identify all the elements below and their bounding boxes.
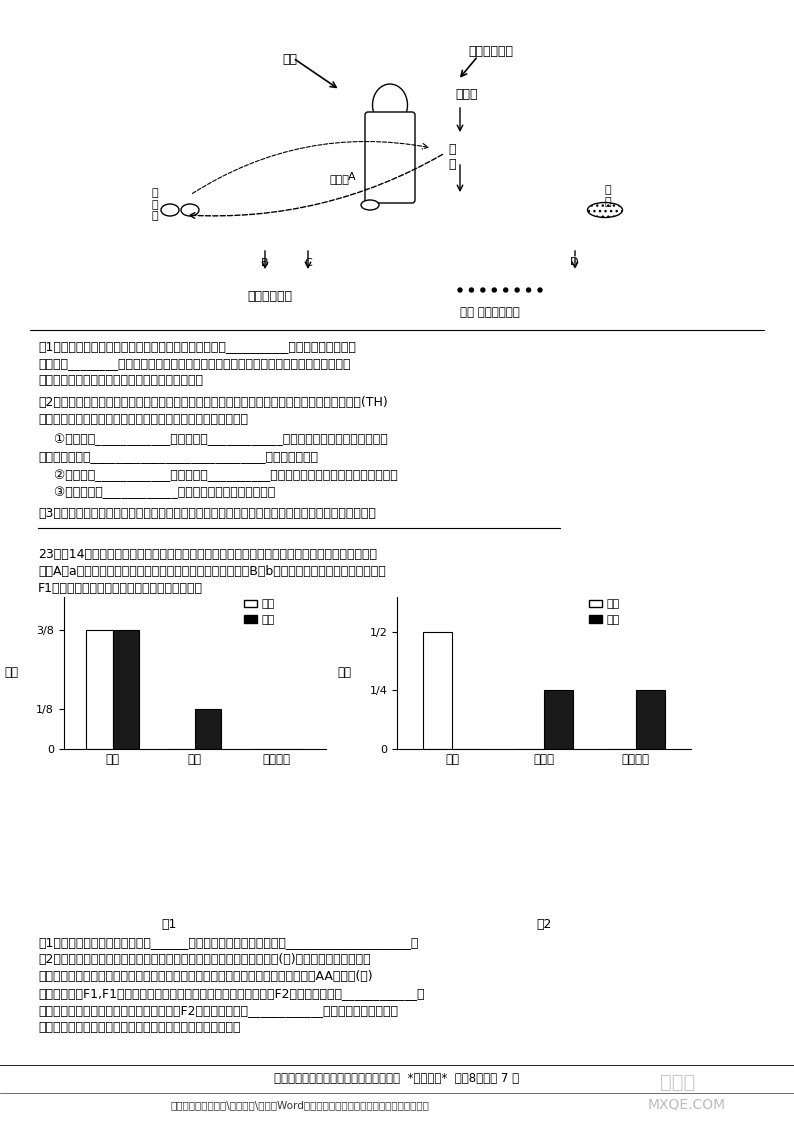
Ellipse shape bbox=[161, 204, 179, 216]
Text: 代谢活动增强: 代谢活动增强 bbox=[248, 290, 292, 303]
Legend: 雌性, 雄性: 雌性, 雄性 bbox=[239, 595, 279, 629]
Text: 促进激素________（填图中字母）的分泌，来促进新陈代谢来增加产热量，同时还可以通: 促进激素________（填图中字母）的分泌，来促进新陈代谢来增加产热量，同时还… bbox=[38, 357, 350, 369]
Text: （1）冬奥会运动员在刚进行冰上比赛时，机体通过位于__________中的体温调节中枢，: （1）冬奥会运动员在刚进行冰上比赛时，机体通过位于__________中的体温调… bbox=[38, 340, 356, 353]
Text: 全国各地最新模拟卷\名校试卷\无水印Word可编辑试卷等请关注微信公众号：高中借试卷: 全国各地最新模拟卷\名校试卷\无水印Word可编辑试卷等请关注微信公众号：高中借… bbox=[171, 1101, 430, 1110]
Text: 果蝇在产生配子的过程中发生了基因突变或染色体片段缺失。研究人员利用基因型为AA的果蝇(乙): 果蝇在产生配子的过程中发生了基因突变或染色体片段缺失。研究人员利用基因型为AA的… bbox=[38, 970, 372, 984]
Bar bbox=[195, 709, 221, 749]
Text: MXQE.COM: MXQE.COM bbox=[648, 1098, 727, 1112]
Ellipse shape bbox=[372, 84, 407, 126]
Circle shape bbox=[515, 287, 519, 292]
Bar bbox=[30, 30, 764, 350]
Text: 肾上腺: 肾上腺 bbox=[330, 175, 350, 185]
Text: B: B bbox=[261, 258, 268, 268]
Text: 寒冷: 寒冷 bbox=[283, 53, 298, 66]
Bar bbox=[87, 630, 113, 749]
Y-axis label: 比例: 比例 bbox=[337, 666, 352, 679]
Text: ③如果血液中____________，则说明病变部位为下丘脑。: ③如果血液中____________，则说明病变部位为下丘脑。 bbox=[38, 486, 276, 499]
Text: 血糖浓度降低: 血糖浓度降低 bbox=[468, 45, 513, 58]
Circle shape bbox=[469, 287, 473, 292]
Ellipse shape bbox=[361, 200, 379, 210]
Text: 甲
状
腺: 甲 状 腺 bbox=[152, 188, 158, 221]
Text: 图1: 图1 bbox=[161, 919, 177, 931]
Text: 下丘脑: 下丘脑 bbox=[455, 88, 477, 101]
Circle shape bbox=[503, 287, 507, 292]
Text: （1）控制灰身与黑身的基因位于______染色体上，判断的主要依据是____________________。: （1）控制灰身与黑身的基因位于______染色体上，判断的主要依据是______… bbox=[38, 937, 418, 949]
FancyBboxPatch shape bbox=[365, 112, 415, 203]
Bar bbox=[636, 691, 665, 749]
Text: 过皮肤毛细血管收缩和汗液分泌减少减少散热量。: 过皮肤毛细血管收缩和汗液分泌减少减少散热量。 bbox=[38, 374, 203, 387]
Text: 和甲杂交获得F1,F1自由交配，如果甲的出现是基因突变导致的，则F2表现型及比例为____________；: 和甲杂交获得F1,F1自由交配，如果甲的出现是基因突变导致的，则F2表现型及比例… bbox=[38, 987, 425, 1001]
Circle shape bbox=[492, 287, 496, 292]
Text: 23．（14分）黑腹果蝇是遗传学研究中常用的实验材料。蝇的灰身与黑身为一对相对性状（相关基: 23．（14分）黑腹果蝇是遗传学研究中常用的实验材料。蝇的灰身与黑身为一对相对性… bbox=[38, 548, 377, 562]
Circle shape bbox=[526, 287, 530, 292]
Text: ②如血液中____________含量偏高，__________含量偏低，则说明病变部位为甲状腺。: ②如血液中____________含量偏高，__________含量偏低，则说明… bbox=[38, 469, 398, 482]
Text: （2）实验发现纯合灰身果蝇与黑身果蝇杂交，后代中出现一只黑身果蝇(甲)，甲的出现可能是亲本: （2）实验发现纯合灰身果蝇与黑身果蝇杂交，后代中出现一只黑身果蝇(甲)，甲的出现… bbox=[38, 953, 371, 966]
Legend: 雌性, 雄性: 雌性, 雄性 bbox=[584, 595, 625, 629]
Text: 因用A、a表示），直毛与分叉毛为一对相对性状（相关基因用B和b表示）。现有两只亲代果蝇杂交，: 因用A、a表示），直毛与分叉毛为一对相对性状（相关基因用B和b表示）。现有两只亲… bbox=[38, 565, 386, 578]
Circle shape bbox=[538, 287, 542, 292]
Text: 体，可通过注射____________________________来验证该结论。: 体，可通过注射____________________________来验证该结… bbox=[38, 450, 318, 463]
Text: C: C bbox=[304, 258, 312, 268]
Ellipse shape bbox=[588, 202, 622, 218]
Circle shape bbox=[481, 287, 485, 292]
Text: 答案圈: 答案圈 bbox=[660, 1072, 696, 1092]
Text: ①如血液中____________含量偏高，____________含量偏低，则说明病变部位为垂: ①如血液中____________含量偏高，____________含量偏低，则… bbox=[38, 433, 387, 446]
Bar bbox=[422, 632, 452, 749]
Text: 胰
岛: 胰 岛 bbox=[605, 185, 611, 207]
Y-axis label: 比例: 比例 bbox=[4, 666, 18, 679]
Text: F1的表现型与比例如图所示。请回答下列问题：: F1的表现型与比例如图所示。请回答下列问题： bbox=[38, 582, 203, 595]
Text: D: D bbox=[570, 257, 579, 267]
Text: 染色体缺失相同片段时胚胎致死，各基因型配子活力相同）。: 染色体缺失相同片段时胚胎致死，各基因型配子活力相同）。 bbox=[38, 1021, 241, 1034]
Bar bbox=[113, 630, 139, 749]
Text: 垂
体: 垂 体 bbox=[448, 143, 456, 171]
Text: （2）现有一只小鼠表现出反应迟钝、嗜睡等症状。某同学推测可能是某部位病变导致甲状腺激素(TH): （2）现有一只小鼠表现出反应迟钝、嗜睡等症状。某同学推测可能是某部位病变导致甲状… bbox=[38, 396, 387, 409]
Ellipse shape bbox=[181, 204, 199, 216]
Text: 含量低。该同学通过测量血液中相关激素含量来判定病变部位。: 含量低。该同学通过测量血液中相关激素含量来判定病变部位。 bbox=[38, 413, 248, 426]
Text: 如果甲的出现是染色体片段缺失导致的，则F2表现型及比例为____________。（注：假定一对同源: 如果甲的出现是染色体片段缺失导致的，则F2表现型及比例为____________… bbox=[38, 1004, 398, 1017]
Text: 湖北省新高考联考体高三年级十一月考试  *生物试卷*  （共8页）第 7 页: 湖北省新高考联考体高三年级十一月考试 *生物试卷* （共8页）第 7 页 bbox=[275, 1072, 519, 1085]
Text: 血管 肝脏、肌肉等: 血管 肝脏、肌肉等 bbox=[461, 305, 520, 319]
Text: A: A bbox=[348, 172, 356, 182]
Text: 图2: 图2 bbox=[536, 919, 552, 931]
Circle shape bbox=[458, 287, 462, 292]
Text: （3）图中各种激素虽然功能不同，但它们的作用方式却有一些共同的特点。请写出激素调节的特点：: （3）图中各种激素虽然功能不同，但它们的作用方式却有一些共同的特点。请写出激素调… bbox=[38, 506, 376, 520]
Bar bbox=[544, 691, 573, 749]
